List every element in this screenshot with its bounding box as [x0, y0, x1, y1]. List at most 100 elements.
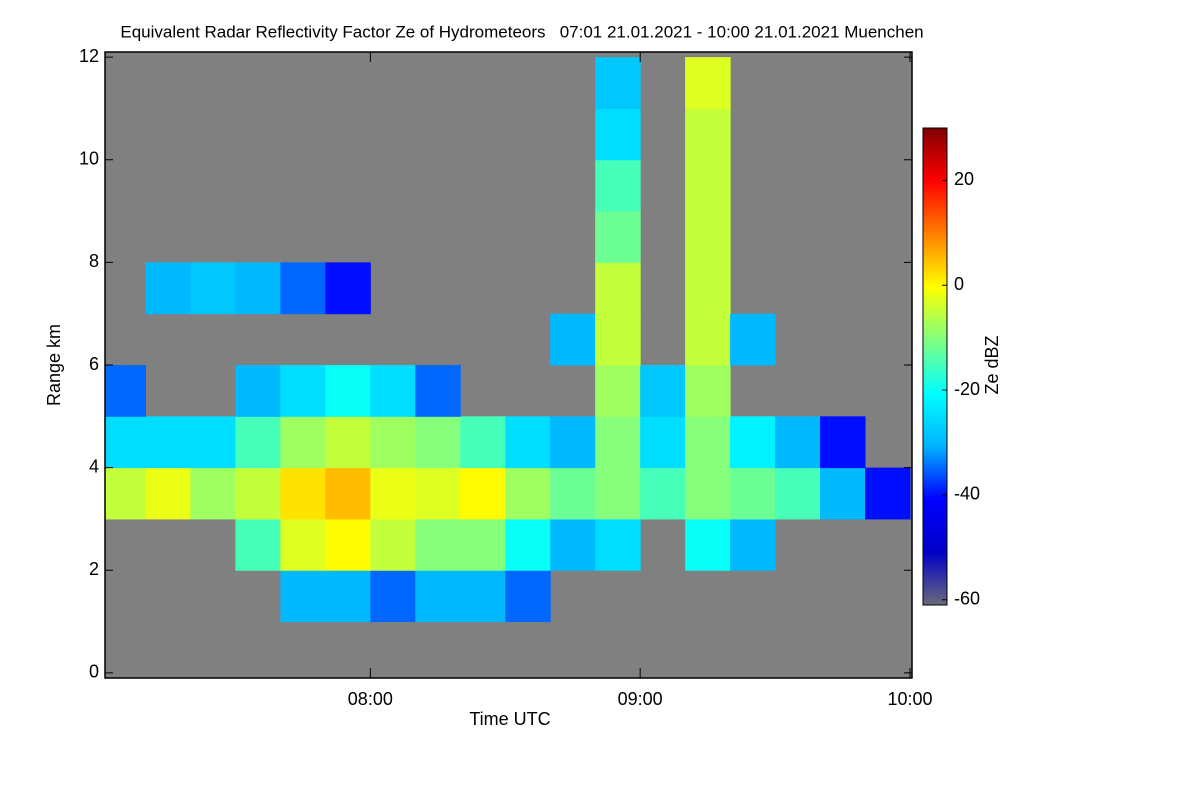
heatmap-cell: [235, 262, 281, 315]
y-tick-label: 0: [89, 662, 99, 682]
heatmap-cell: [685, 211, 731, 263]
heatmap-cell: [640, 365, 686, 417]
heatmap-cell: [505, 570, 551, 623]
heatmap-cell: [550, 313, 596, 366]
heatmap-cell: [685, 159, 731, 212]
heatmap-cell: [325, 467, 371, 520]
heatmap-cell: [105, 365, 146, 417]
heatmap-cell: [865, 467, 911, 520]
heatmap-cell: [640, 467, 686, 520]
heatmap-cell: [595, 518, 641, 571]
heatmap-cell: [685, 108, 731, 161]
heatmap-cell: [775, 467, 821, 520]
heatmap-cell: [235, 416, 281, 469]
heatmap-cell: [280, 518, 326, 571]
heatmap-cell: [280, 262, 326, 315]
heatmap-cell: [595, 416, 641, 469]
heatmap-cell: [505, 467, 551, 520]
heatmap-cell: [280, 365, 326, 417]
x-tick-label: 08:00: [348, 689, 393, 709]
axes: 0 2 4 6 8 10 12 08:00 09:00 10:00 -60 -40 -20 0 20: [79, 46, 980, 709]
heatmap-cell: [595, 262, 641, 315]
colorbar-label: Ze dBZ: [982, 335, 1002, 394]
heatmap-cell: [105, 416, 146, 469]
heatmap-cell: [685, 467, 731, 520]
heatmap-cell: [550, 467, 596, 520]
heatmap-cell: [820, 467, 866, 520]
heatmap-cell: [685, 313, 731, 366]
y-tick-label: 4: [89, 456, 99, 476]
heatmap-cell: [105, 467, 146, 520]
heatmap-cell: [505, 518, 551, 571]
heatmap-cell: [595, 365, 641, 417]
heatmap-cell: [775, 416, 821, 469]
heatmap-cell: [730, 518, 776, 571]
heatmap-cell: [460, 416, 506, 469]
x-tick-label: 10:00: [887, 689, 932, 709]
heatmap-cell: [325, 262, 371, 315]
heatmap-cell: [460, 518, 506, 571]
heatmap-cell: [415, 365, 461, 417]
heatmap-cell: [235, 518, 281, 571]
colorbar: [922, 127, 948, 606]
heatmap-cell: [595, 57, 641, 109]
heatmap-cell: [235, 467, 281, 520]
heatmap-cell: [460, 467, 506, 520]
heatmap-cell: [145, 262, 191, 315]
heatmap-cell: [370, 518, 416, 571]
heatmap-cell: [730, 416, 776, 469]
y-axis-label: Range km: [44, 324, 64, 406]
heatmap-cell: [415, 518, 461, 571]
heatmap-cell: [280, 570, 326, 623]
heatmap-cell: [685, 416, 731, 469]
heatmap-cell: [190, 416, 236, 469]
heatmap-cell: [280, 416, 326, 469]
heatmap-cell: [685, 262, 731, 315]
heatmap-cell: [325, 365, 371, 417]
heatmap-cell: [370, 416, 416, 469]
heatmap-cell: [730, 313, 776, 366]
y-tick-label: 8: [89, 251, 99, 271]
y-tick-label: 6: [89, 354, 99, 374]
plot-area: [105, 52, 912, 678]
heatmap-cell: [685, 365, 731, 417]
heatmap-cell: [370, 365, 416, 417]
heatmap-cell: [415, 467, 461, 520]
heatmap-cell: [235, 365, 281, 417]
heatmap-cell: [190, 262, 236, 315]
colorbar-tick-label: -40: [954, 484, 980, 504]
x-tick-label: 09:00: [618, 689, 663, 709]
heatmap-cell: [820, 416, 866, 469]
colorbar-tick-label: -60: [954, 589, 980, 609]
heatmap-cell: [730, 467, 776, 520]
heatmap-cell: [640, 416, 686, 469]
heatmap-cell: [595, 159, 641, 212]
heatmap-cell: [595, 211, 641, 263]
heatmap-cell: [550, 518, 596, 571]
heatmap-cell: [415, 570, 461, 623]
chart-title: Equivalent Radar Reflectivity Factor Ze …: [120, 22, 923, 41]
colorbar-tick-label: 0: [954, 274, 964, 294]
y-tick-label: 10: [79, 149, 99, 169]
colorbar-tick-label: -20: [954, 379, 980, 399]
heatmap-cell: [595, 467, 641, 520]
heatmap-cell: [685, 518, 731, 571]
heatmap-cell: [685, 57, 731, 109]
heatmap-cell: [145, 416, 191, 469]
heatmap-cell: [595, 313, 641, 366]
heatmap-cell: [145, 467, 191, 520]
heatmap-cell: [550, 416, 596, 469]
heatmap-cell: [415, 416, 461, 469]
y-tick-label: 12: [79, 46, 99, 66]
y-tick-label: 2: [89, 559, 99, 579]
heatmap-cell: [325, 570, 371, 623]
heatmap-cell: [505, 416, 551, 469]
heatmap-cell: [370, 570, 416, 623]
heatmap-cell: [460, 570, 506, 623]
heatmap-cell: [190, 467, 236, 520]
x-axis-label: Time UTC: [469, 709, 550, 729]
heatmap-cell: [595, 108, 641, 161]
heatmap-cell: [325, 518, 371, 571]
colorbar-tick-label: 20: [954, 169, 974, 189]
